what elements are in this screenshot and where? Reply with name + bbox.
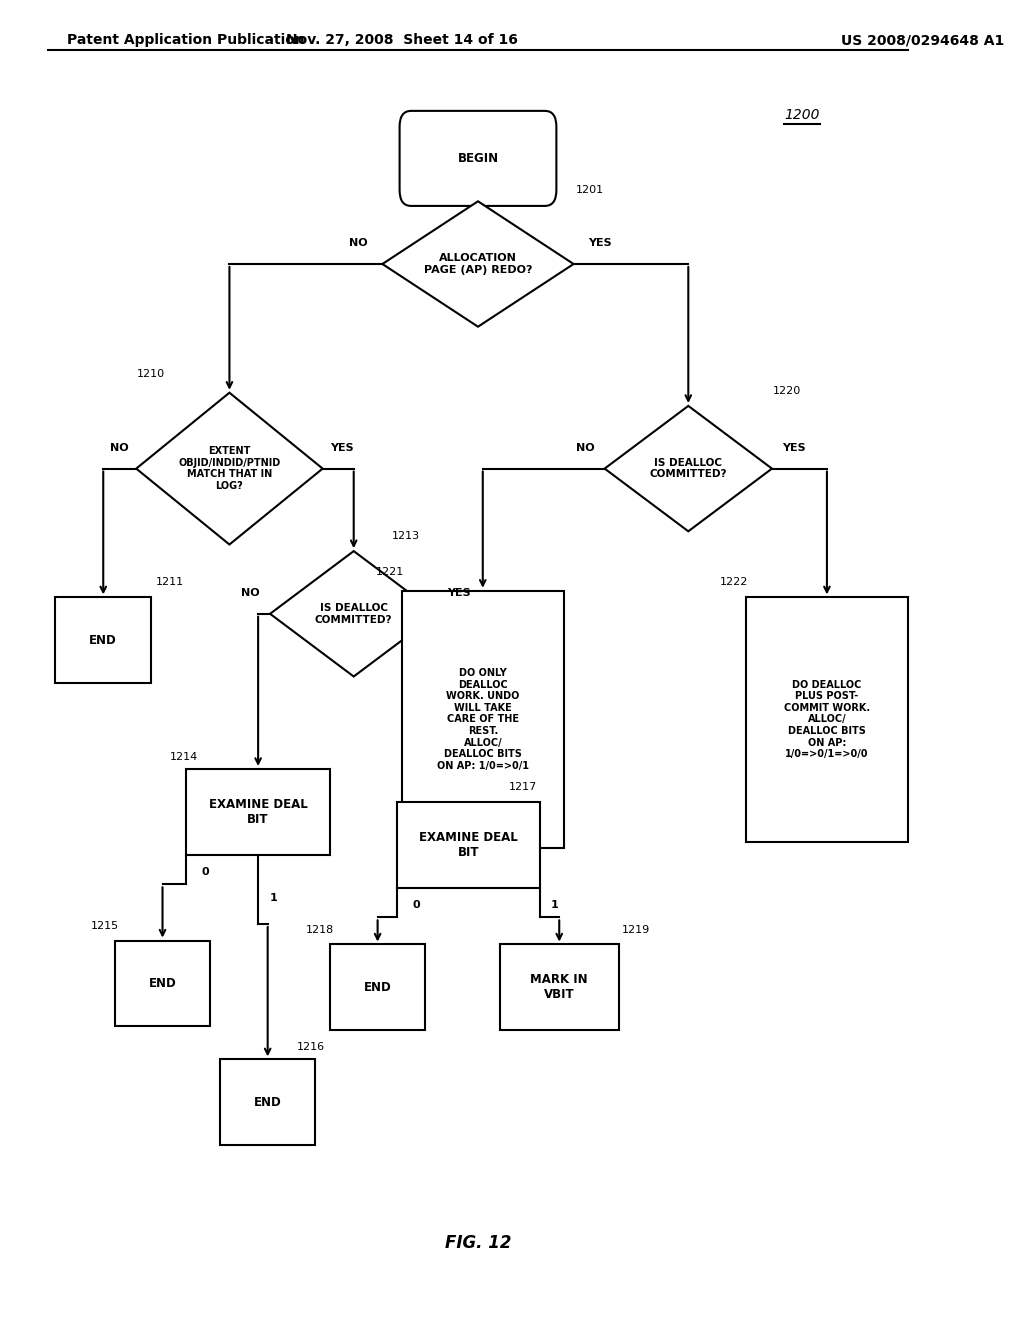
Text: IS DEALLOC
COMMITTED?: IS DEALLOC COMMITTED?	[649, 458, 727, 479]
Polygon shape	[382, 201, 573, 326]
Text: 1215: 1215	[91, 920, 119, 931]
Text: 1217: 1217	[509, 781, 537, 792]
Text: NO: NO	[242, 587, 260, 598]
Text: 1216: 1216	[296, 1041, 325, 1052]
Polygon shape	[136, 393, 323, 544]
Text: 1: 1	[551, 900, 558, 911]
Text: 1201: 1201	[575, 185, 603, 195]
Text: NO: NO	[575, 442, 595, 453]
Text: NO: NO	[111, 442, 129, 453]
Text: END: END	[364, 981, 391, 994]
Text: DO DEALLOC
PLUS POST-
COMMIT WORK.
ALLOC/
DEALLOC BITS
ON AP:
1/0=>0/1=>0/0: DO DEALLOC PLUS POST- COMMIT WORK. ALLOC…	[783, 680, 870, 759]
Text: 1211: 1211	[156, 577, 184, 587]
Text: IS DEALLOC
COMMITTED?: IS DEALLOC COMMITTED?	[315, 603, 392, 624]
Text: Patent Application Publication: Patent Application Publication	[67, 33, 305, 48]
Bar	[396, 801, 540, 887]
Text: 1222: 1222	[720, 577, 749, 587]
Bar	[220, 1059, 315, 1144]
Polygon shape	[270, 552, 437, 676]
Text: US 2008/0294648 A1: US 2008/0294648 A1	[842, 33, 1005, 48]
Bar	[745, 597, 908, 842]
Text: EXAMINE DEAL
BIT: EXAMINE DEAL BIT	[209, 797, 307, 826]
Text: YES: YES	[447, 587, 471, 598]
Text: END: END	[89, 634, 117, 647]
Text: DO ONLY
DEALLOC
WORK. UNDO
WILL TAKE
CARE OF THE
REST.
ALLOC/
DEALLOC BITS
ON AP: DO ONLY DEALLOC WORK. UNDO WILL TAKE CAR…	[437, 668, 528, 771]
Text: BEGIN: BEGIN	[458, 152, 499, 165]
Text: 0: 0	[202, 867, 209, 878]
Text: 1210: 1210	[137, 368, 165, 379]
Text: 0: 0	[412, 900, 420, 911]
Bar	[401, 591, 564, 847]
Text: 1219: 1219	[622, 924, 649, 935]
Text: 1218: 1218	[306, 924, 334, 935]
Text: YES: YES	[782, 442, 806, 453]
Text: 1200: 1200	[784, 108, 819, 123]
Text: EXAMINE DEAL
BIT: EXAMINE DEAL BIT	[419, 830, 518, 859]
Bar	[55, 597, 152, 682]
Text: ALLOCATION
PAGE (AP) REDO?: ALLOCATION PAGE (AP) REDO?	[424, 253, 532, 275]
Text: 1220: 1220	[772, 385, 801, 396]
Text: YES: YES	[330, 442, 353, 453]
Text: FIG. 12: FIG. 12	[444, 1234, 511, 1253]
Bar	[500, 945, 618, 1030]
Text: END: END	[148, 977, 176, 990]
Bar	[330, 945, 425, 1030]
Text: YES: YES	[588, 238, 611, 248]
Text: END: END	[254, 1096, 282, 1109]
Text: 1213: 1213	[392, 531, 420, 541]
Text: 1214: 1214	[170, 751, 199, 762]
Text: NO: NO	[349, 238, 368, 248]
Polygon shape	[604, 407, 772, 531]
Text: 1: 1	[269, 892, 278, 903]
Bar	[115, 940, 210, 1027]
Text: EXTENT
OBJID/INDID/PTNID
MATCH THAT IN
LOG?: EXTENT OBJID/INDID/PTNID MATCH THAT IN L…	[178, 446, 281, 491]
Text: Nov. 27, 2008  Sheet 14 of 16: Nov. 27, 2008 Sheet 14 of 16	[286, 33, 517, 48]
Bar	[186, 768, 330, 855]
FancyBboxPatch shape	[399, 111, 556, 206]
Text: MARK IN
VBIT: MARK IN VBIT	[530, 973, 588, 1002]
Text: 1221: 1221	[376, 566, 403, 577]
